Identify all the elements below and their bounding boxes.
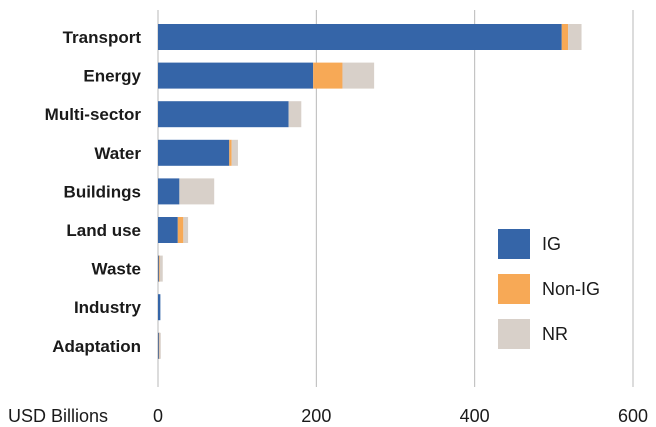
bar-energy-ig: [158, 62, 314, 89]
category-label: Adaptation: [52, 337, 141, 356]
legend-swatch-nr: [498, 319, 530, 349]
x-axis-label: USD Billions: [8, 406, 108, 426]
bar-waste-nr: [159, 255, 163, 282]
x-tick-label: 200: [301, 406, 331, 426]
bar-water-non-ig: [229, 139, 232, 166]
bar-land-use-ig: [158, 217, 178, 243]
bar-multi-sector-nr: [288, 101, 302, 128]
category-label: Energy: [83, 67, 141, 86]
category-label: Industry: [74, 298, 142, 317]
legend-swatch-non-ig: [498, 274, 530, 304]
bar-water-nr: [231, 139, 238, 166]
bar-buildings-nr: [179, 178, 215, 205]
bar-transport-ig: [158, 24, 562, 50]
x-tick-label: 400: [460, 406, 490, 426]
category-label: Water: [94, 144, 141, 163]
legend-label: IG: [542, 234, 561, 254]
category-label: Waste: [92, 260, 141, 279]
bar-adaptation-ig: [158, 332, 160, 359]
bar-transport-nr: [568, 24, 582, 50]
legend-label: NR: [542, 324, 568, 344]
bar-waste-ig: [158, 255, 160, 282]
bar-energy-non-ig: [313, 62, 343, 89]
legend: IG Non-IG NR: [498, 229, 600, 349]
bar-transport-non-ig: [561, 24, 569, 50]
bar-adaptation-nr: [159, 332, 161, 359]
x-tick-label: 600: [618, 406, 648, 426]
category-label: Land use: [66, 221, 141, 240]
x-tick-labels: 0 200 400 600: [153, 406, 648, 426]
bars: [158, 24, 582, 359]
bar-waste-non-ig: [158, 255, 160, 282]
bar-buildings-ig: [158, 178, 180, 205]
legend-label: Non-IG: [542, 279, 600, 299]
category-label: Transport: [63, 28, 142, 47]
bar-energy-nr: [342, 62, 375, 89]
x-tick-label: 0: [153, 406, 163, 426]
bar-industry-ig: [158, 294, 161, 321]
category-label: Buildings: [64, 182, 141, 201]
category-label: Multi-sector: [45, 105, 142, 124]
legend-swatch-ig: [498, 229, 530, 259]
bar-multi-sector-ig: [158, 101, 289, 128]
bar-land-use-nr: [183, 217, 189, 243]
bar-land-use-non-ig: [177, 217, 184, 243]
category-labels: Transport Energy Multi-sector Water Building…: [45, 28, 142, 356]
bar-water-ig: [158, 139, 230, 166]
